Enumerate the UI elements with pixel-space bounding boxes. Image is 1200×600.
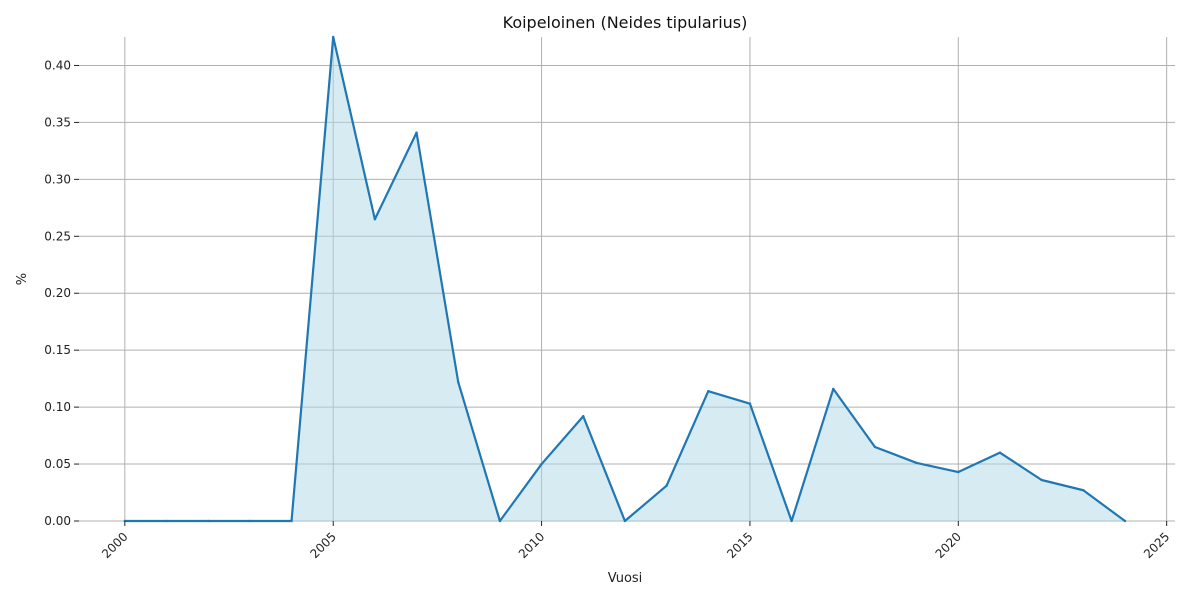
series-line	[124, 35, 1126, 523]
y-tick-label: 0.30	[44, 172, 71, 186]
y-tick-label: 0.05	[44, 457, 71, 471]
data-point	[832, 387, 835, 391]
data-point	[915, 461, 918, 465]
area-fill-path	[124, 37, 1125, 521]
x-tick-label: 2025	[1141, 530, 1172, 561]
data-point	[373, 218, 377, 221]
data-point	[540, 462, 543, 466]
data-point	[873, 445, 877, 449]
y-tick-label: 0.15	[44, 343, 71, 357]
data-point	[1123, 519, 1127, 523]
x-tick-label: 2010	[516, 530, 547, 561]
data-points	[123, 35, 1127, 523]
x-tick-label: 2015	[724, 530, 755, 561]
data-point	[582, 415, 585, 418]
data-point	[623, 519, 627, 523]
y-tick-label: 0.00	[44, 514, 71, 528]
area-fill	[124, 37, 1125, 521]
data-point	[748, 402, 752, 405]
data-point	[707, 389, 710, 393]
chart-title: Koipeloinen (Neides tipularius)	[503, 13, 748, 32]
data-point	[1082, 489, 1085, 492]
data-point	[957, 470, 960, 474]
y-tick-label: 0.20	[44, 286, 71, 300]
grid	[79, 37, 1175, 522]
y-tick-label: 0.10	[44, 400, 71, 414]
y-tick-label: 0.25	[44, 229, 71, 243]
data-point	[498, 519, 502, 523]
x-tick-label: 2005	[307, 530, 338, 561]
data-point	[290, 519, 293, 523]
x-axis-ticks: 2000 2005 2010 2015 2020 2025	[99, 521, 1172, 561]
data-point	[206, 519, 210, 523]
data-point	[790, 519, 793, 523]
data-point	[1040, 478, 1043, 482]
x-tick-label: 2020	[933, 530, 964, 561]
y-tick-label: 0.35	[44, 115, 71, 129]
data-point	[165, 519, 168, 523]
y-axis-label: %	[15, 273, 30, 285]
data-point	[998, 451, 1002, 454]
data-point	[248, 519, 252, 523]
x-tick-label: 2000	[99, 530, 130, 561]
data-point	[665, 484, 668, 487]
y-axis-ticks: 0.00 0.05 0.10 0.15 0.20 0.25 0.30 0.35 0.40	[44, 58, 79, 528]
data-point	[457, 380, 460, 384]
x-axis-label: Vuosi	[608, 571, 643, 586]
y-tick-label: 0.40	[44, 58, 71, 72]
data-point	[332, 35, 335, 39]
series-line-path	[124, 35, 1126, 523]
data-point	[415, 131, 418, 134]
